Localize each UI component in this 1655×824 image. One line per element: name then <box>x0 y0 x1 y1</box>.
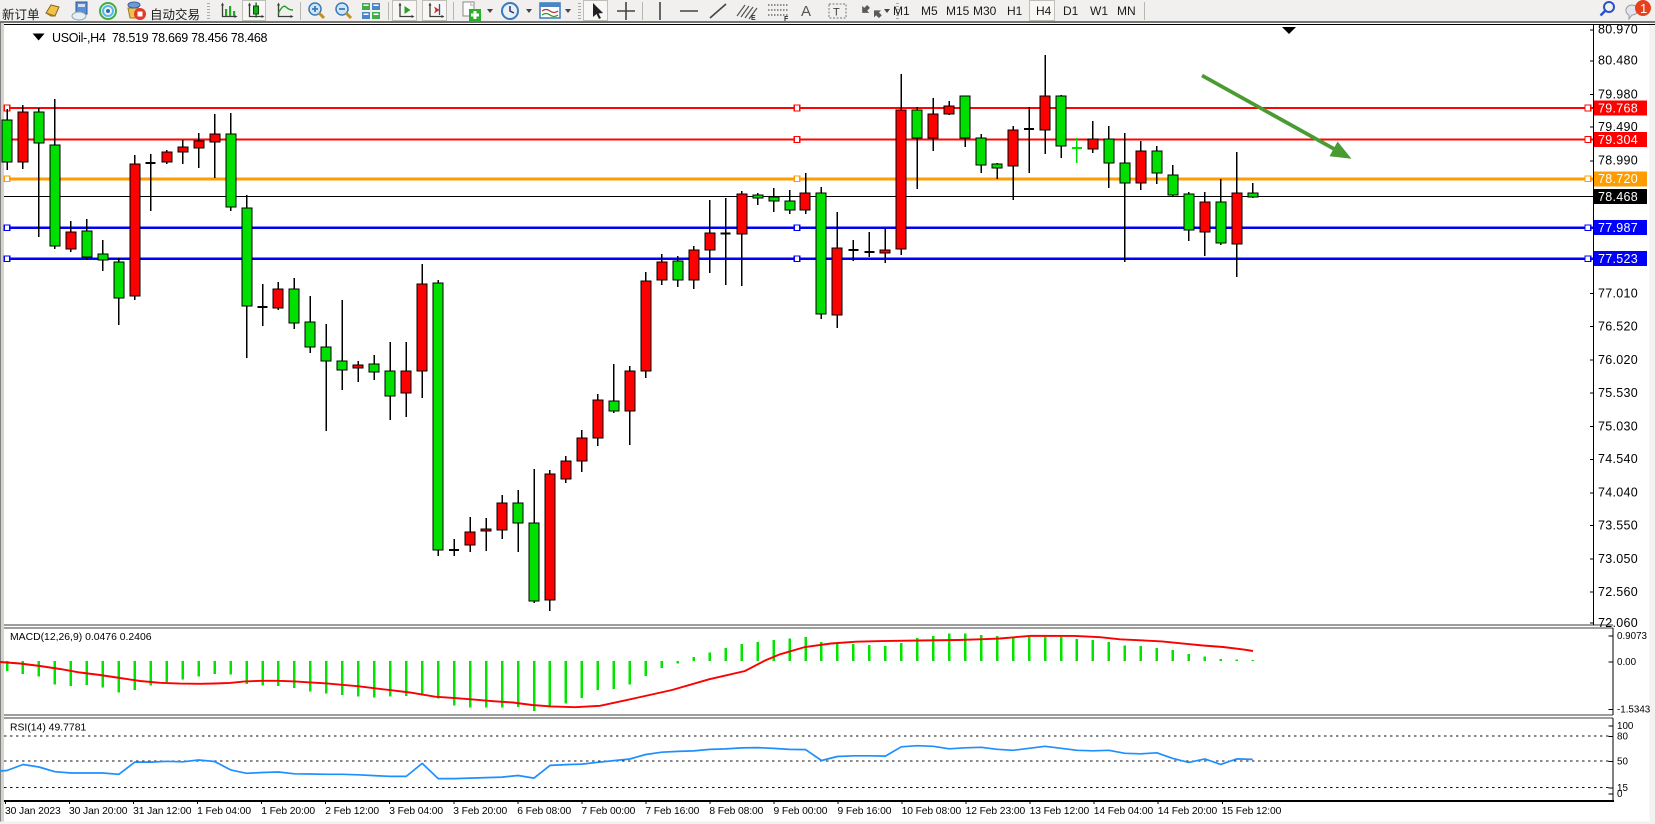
svg-text:-1.5343: -1.5343 <box>1617 704 1651 715</box>
svg-text:79.980: 79.980 <box>1598 87 1638 101</box>
svg-text:80: 80 <box>1617 732 1628 743</box>
svg-text:72.560: 72.560 <box>1598 585 1638 599</box>
svg-text:77.523: 77.523 <box>1598 252 1638 266</box>
svg-text:0.9073: 0.9073 <box>1617 631 1648 642</box>
svg-text:79.768: 79.768 <box>1598 101 1638 115</box>
svg-text:15 Feb 12:00: 15 Feb 12:00 <box>1222 806 1282 817</box>
svg-text:80.970: 80.970 <box>1598 23 1638 37</box>
svg-text:79.304: 79.304 <box>1598 133 1638 147</box>
svg-text:72.060: 72.060 <box>1598 616 1638 630</box>
svg-text:78.990: 78.990 <box>1598 154 1638 168</box>
svg-text:74.040: 74.040 <box>1598 486 1638 500</box>
svg-text:75.030: 75.030 <box>1598 419 1638 433</box>
svg-text:A: A <box>801 3 811 20</box>
svg-text:14 Feb 20:00: 14 Feb 20:00 <box>1158 806 1218 817</box>
svg-text:0.00: 0.00 <box>1617 657 1637 668</box>
svg-text:3 Feb 04:00: 3 Feb 04:00 <box>389 806 443 817</box>
svg-text:9 Feb 16:00: 9 Feb 16:00 <box>838 806 892 817</box>
svg-text:15: 15 <box>1617 783 1628 794</box>
svg-text:0: 0 <box>1617 789 1623 800</box>
svg-text:3 Feb 20:00: 3 Feb 20:00 <box>453 806 507 817</box>
svg-text:76.520: 76.520 <box>1598 319 1638 333</box>
svg-text:F: F <box>784 16 789 22</box>
svg-text:77.987: 77.987 <box>1598 221 1638 235</box>
svg-text:6 Feb 08:00: 6 Feb 08:00 <box>517 806 571 817</box>
svg-text:13 Feb 12:00: 13 Feb 12:00 <box>1030 806 1090 817</box>
svg-text:30 Jan 20:00: 30 Jan 20:00 <box>69 806 128 817</box>
svg-text:E: E <box>751 15 756 22</box>
svg-text:100: 100 <box>1617 721 1634 732</box>
svg-text:9 Feb 00:00: 9 Feb 00:00 <box>774 806 828 817</box>
svg-text:75.530: 75.530 <box>1598 386 1638 400</box>
svg-text:1 Feb 20:00: 1 Feb 20:00 <box>261 806 315 817</box>
svg-text:30 Jan 2023: 30 Jan 2023 <box>5 806 61 817</box>
svg-text:79.490: 79.490 <box>1598 120 1638 134</box>
svg-text:77.010: 77.010 <box>1598 287 1638 301</box>
svg-text:73.050: 73.050 <box>1598 552 1638 566</box>
svg-text:2 Feb 12:00: 2 Feb 12:00 <box>325 806 379 817</box>
svg-text:7 Feb 16:00: 7 Feb 16:00 <box>645 806 699 817</box>
svg-text:78.720: 78.720 <box>1598 172 1638 186</box>
svg-text:74.540: 74.540 <box>1598 452 1638 466</box>
svg-text:1 Feb 04:00: 1 Feb 04:00 <box>197 806 251 817</box>
svg-text:78.468: 78.468 <box>1598 190 1638 204</box>
svg-text:14 Feb 04:00: 14 Feb 04:00 <box>1094 806 1154 817</box>
svg-text:1: 1 <box>1640 1 1647 16</box>
svg-text:12 Feb 23:00: 12 Feb 23:00 <box>966 806 1026 817</box>
svg-text:10 Feb 08:00: 10 Feb 08:00 <box>902 806 962 817</box>
svg-text:31 Jan 12:00: 31 Jan 12:00 <box>133 806 192 817</box>
svg-text:50: 50 <box>1617 757 1628 768</box>
svg-text:73.550: 73.550 <box>1598 519 1638 533</box>
svg-text:RSI(14) 49.7781: RSI(14) 49.7781 <box>10 723 86 734</box>
svg-text:USOil-,H4 78.519 78.669 78.45: USOil-,H4 78.519 78.669 78.456 78.468 <box>52 31 267 45</box>
svg-text:7 Feb 00:00: 7 Feb 00:00 <box>581 806 635 817</box>
svg-text:MACD(12,26,9) 0.0476 0.2406: MACD(12,26,9) 0.0476 0.2406 <box>10 632 152 643</box>
svg-text:76.020: 76.020 <box>1598 353 1638 367</box>
svg-text:T: T <box>833 7 840 19</box>
svg-text:80.480: 80.480 <box>1598 54 1638 68</box>
svg-text:8 Feb 08:00: 8 Feb 08:00 <box>709 806 763 817</box>
